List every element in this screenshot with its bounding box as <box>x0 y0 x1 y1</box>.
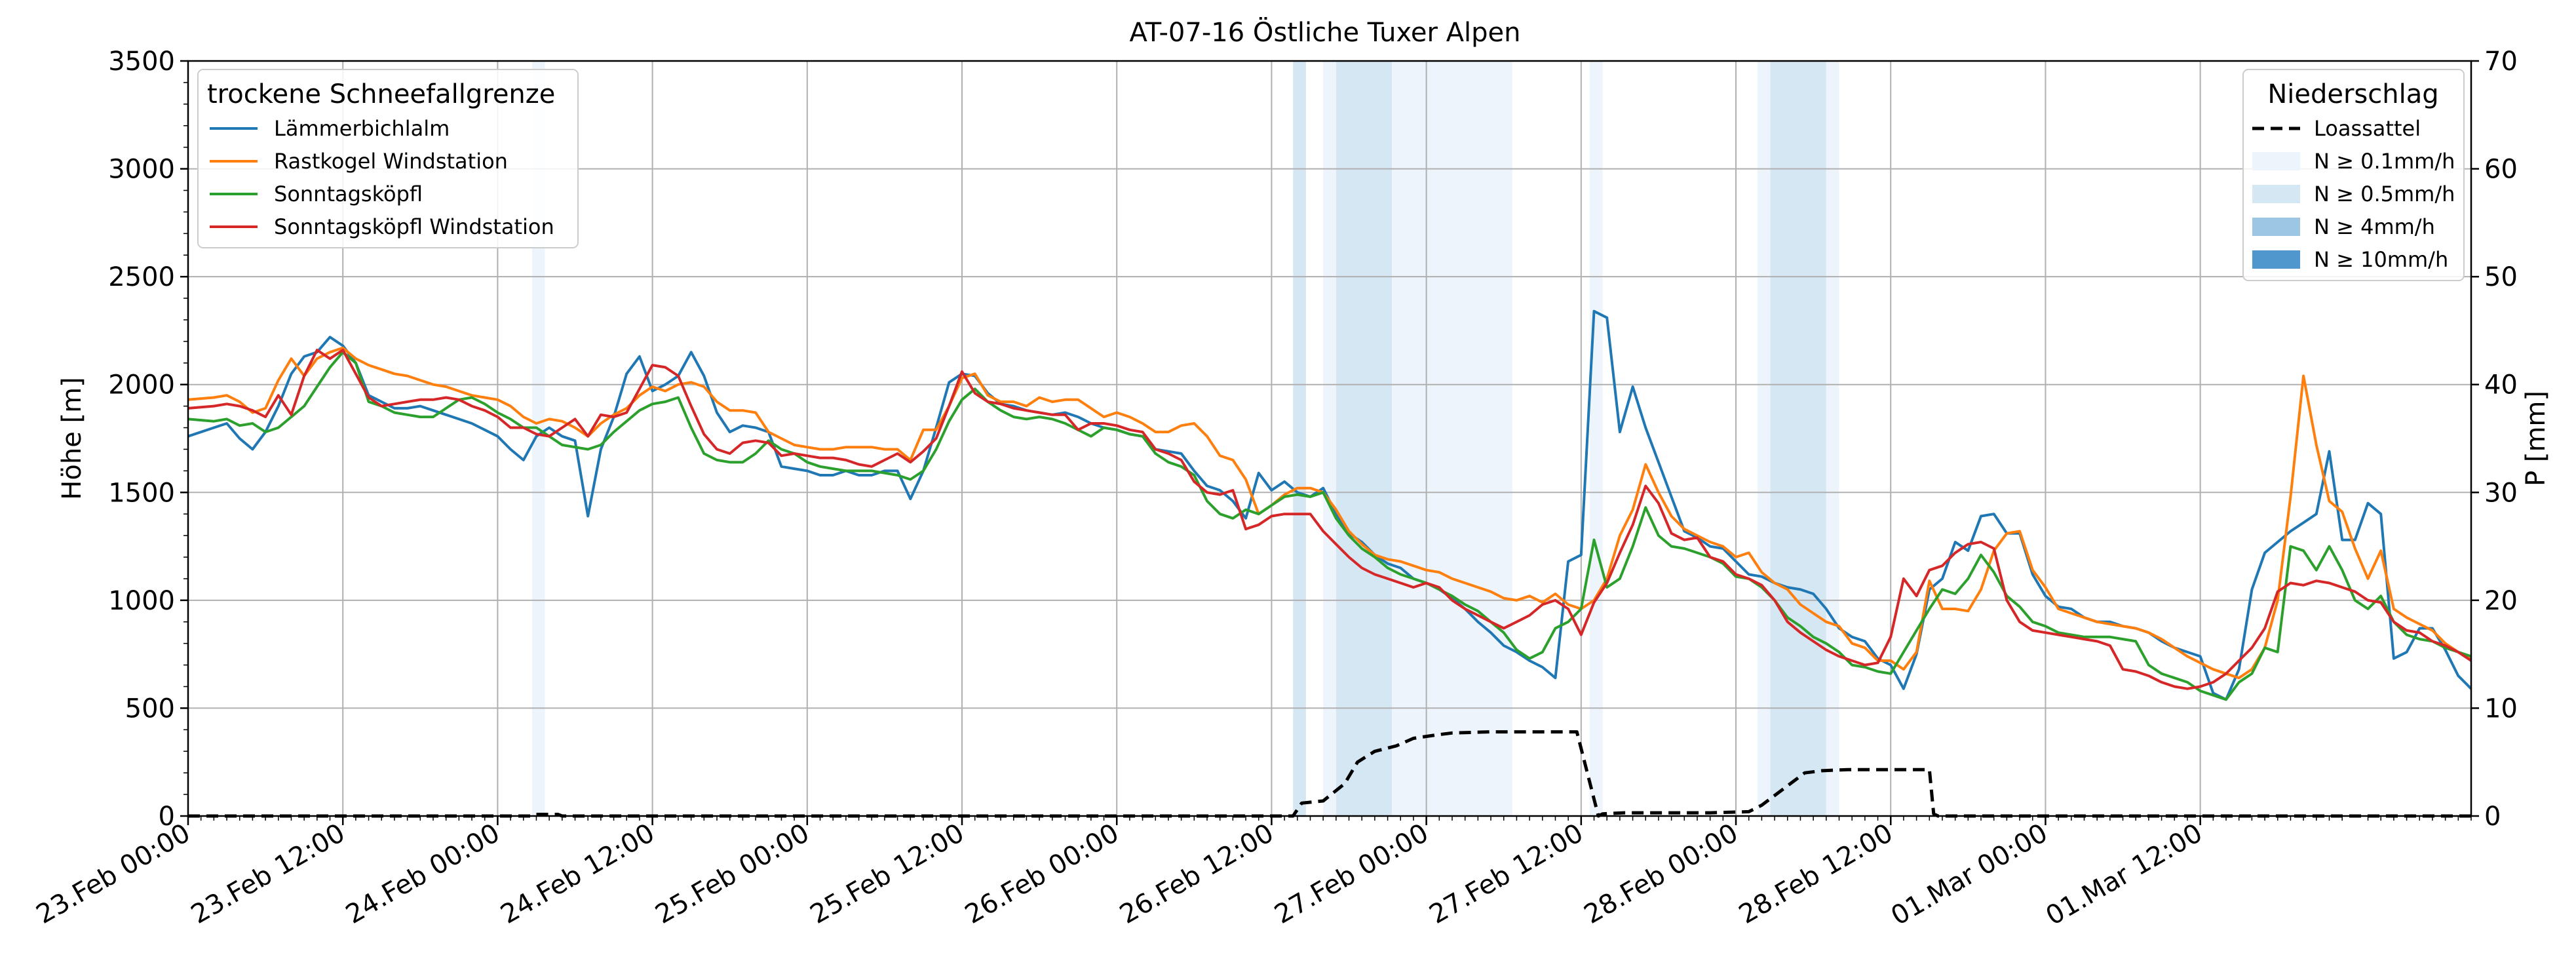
legend-precip-band-entry-3: N ≥ 10mm/h <box>2314 247 2448 272</box>
precip-band-3 <box>1336 61 1393 816</box>
precip-band-5 <box>1589 61 1603 816</box>
y2-tick-label-0: 0 <box>2484 802 2501 832</box>
precip-band-7 <box>1770 61 1826 816</box>
precip-band-6 <box>1757 61 1771 816</box>
y-tick-label-2: 1000 <box>108 586 175 616</box>
series-lines <box>187 309 2472 818</box>
y2-tick-label-7: 70 <box>2484 47 2518 77</box>
legend-snowline: trockene Schneefallgrenze Lämmerbichlalm R… <box>197 69 579 248</box>
legend-precip-band-swatch-2 <box>2252 218 2300 236</box>
y-tick-label-5: 2500 <box>108 262 175 292</box>
precip-band-1 <box>1293 61 1306 816</box>
legend-precip-title: Niederschlag <box>2267 79 2438 109</box>
y2-tick-label-4: 40 <box>2484 370 2518 400</box>
precipitation-bands <box>531 61 1839 816</box>
legend-precip-band-entry-0: N ≥ 0.1mm/h <box>2314 149 2455 174</box>
legend-precip-band-swatch-0 <box>2252 152 2300 170</box>
precip-band-2 <box>1323 61 1336 816</box>
plot-frame <box>187 60 2472 817</box>
precip-band-0 <box>531 61 545 816</box>
legend-snowline-entry-1: Rastkogel Windstation <box>274 149 508 174</box>
legend-snowline-entry-2: Sonntagsköpfl <box>274 182 423 206</box>
legend-snowline-box <box>197 69 579 248</box>
y2-tick-label-6: 60 <box>2484 155 2518 185</box>
chart-title: AT-07-16 Östliche Tuxer Alpen <box>1129 16 1520 48</box>
y2-tick-label-1: 10 <box>2484 693 2518 724</box>
y-tick-label-6: 3000 <box>108 155 175 185</box>
y2-tick-label-2: 20 <box>2484 586 2518 616</box>
series-line-2 <box>187 351 2472 701</box>
y-tick-label-0: 0 <box>159 802 175 832</box>
y2-tick-label-3: 30 <box>2484 478 2518 508</box>
precip-band-8 <box>1826 61 1839 816</box>
legend-snowline-entry-3: Sonntagsköpfl Windstation <box>274 214 554 239</box>
precip-band-4 <box>1392 61 1512 816</box>
y2-axis-label: P [mm] <box>2521 391 2551 486</box>
legend-snowline-entry-0: Lämmerbichlalm <box>274 116 450 141</box>
series-line-1 <box>187 346 2472 680</box>
legend-precip-band-swatch-3 <box>2252 250 2300 269</box>
y-axis-label: Höhe [m] <box>57 377 87 499</box>
legend-precip-line-entry: Loassattel <box>2314 116 2421 141</box>
y-tick-label-3: 1500 <box>108 478 175 508</box>
legend-precipitation: Niederschlag Loassattel N ≥ 0.1mm/h N ≥ 0.5… <box>2242 69 2465 281</box>
legend-precip-band-entry-2: N ≥ 4mm/h <box>2314 214 2435 239</box>
legend-precip-band-swatch-1 <box>2252 185 2300 203</box>
y-tick-label-4: 2000 <box>108 370 175 400</box>
legend-snowline-title: trockene Schneefallgrenze <box>207 79 555 109</box>
legend-precip-band-entry-1: N ≥ 0.5mm/h <box>2314 182 2455 206</box>
y2-tick-label-5: 50 <box>2484 262 2518 292</box>
series-line-3 <box>187 349 2472 690</box>
y-tick-label-7: 3500 <box>108 47 175 77</box>
y-tick-label-1: 500 <box>125 693 175 724</box>
